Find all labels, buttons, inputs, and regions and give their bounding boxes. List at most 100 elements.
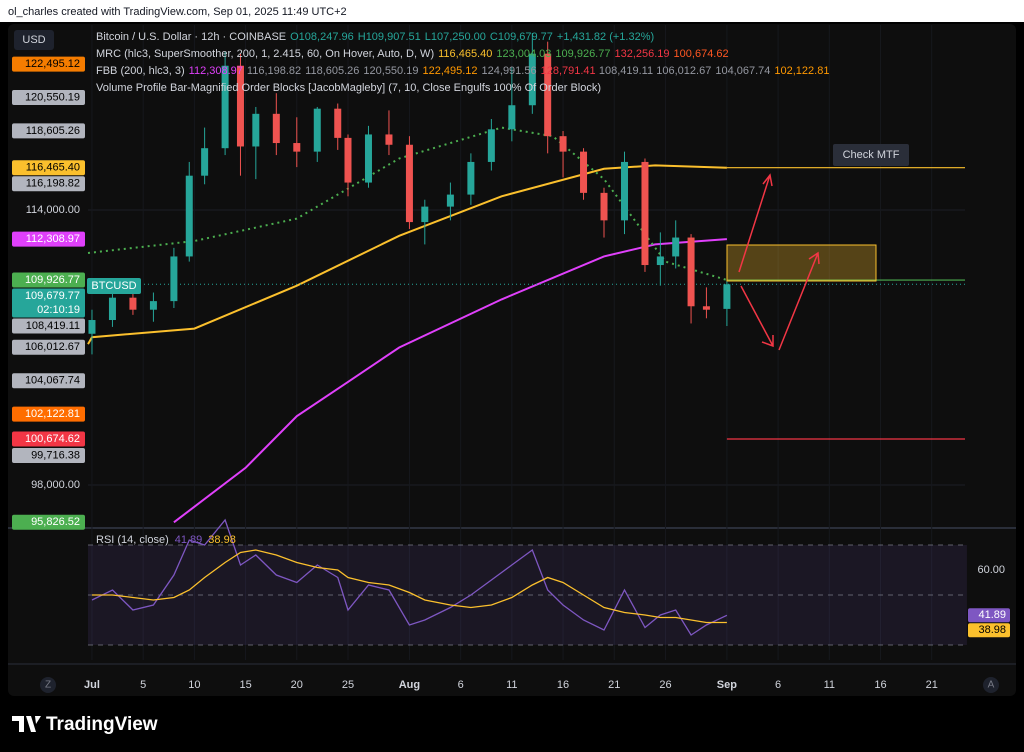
price-tag	[12, 56, 85, 72]
x-tick-label: 10	[188, 679, 200, 691]
candle-body	[672, 237, 680, 257]
rsi-title: RSI (14, close)	[96, 534, 169, 546]
price-tag-label: 109,679.77	[25, 290, 80, 302]
indicator-line	[87, 164, 727, 345]
candle-body	[467, 161, 475, 195]
candle-body	[252, 113, 260, 147]
candle-body	[185, 175, 193, 257]
x-tick-label: Jul	[84, 679, 100, 691]
logo-mark	[12, 716, 41, 732]
x-tick-label: 6	[458, 679, 464, 691]
candle-body	[364, 134, 372, 183]
price-tag	[12, 514, 85, 530]
candle-body	[559, 136, 567, 152]
legend-value: +1,431.82 (+1.32%)	[557, 31, 654, 43]
legend-value: 120,550.19	[363, 65, 418, 77]
rsi-tag	[968, 623, 1010, 638]
currency[interactable]: USD	[22, 34, 45, 46]
price-tag-label: 112,308.97	[26, 233, 80, 245]
price-tags: 122,495.12 120,550.19 118,605.26 116,465.40…	[12, 56, 85, 530]
corner-right[interactable]: A	[988, 680, 995, 691]
rsi-ma-value: 38.98	[208, 534, 236, 546]
price-tag	[12, 272, 85, 288]
candle-body	[421, 206, 429, 223]
candle-body	[221, 65, 229, 149]
countdown: 02:10:19	[37, 304, 80, 316]
x-tick-label: 6	[775, 679, 781, 691]
legend-line: Volume Profile Bar-Magnified Order Block…	[96, 82, 601, 94]
legend-value: 104,067.74	[715, 65, 770, 77]
candle-body	[508, 105, 516, 130]
price-tag-label: 104,067.74	[25, 375, 80, 387]
currency-button[interactable]	[14, 30, 54, 50]
legend-value: 106,012.67	[656, 65, 711, 77]
legend-value: 132,256.19	[614, 48, 669, 60]
corner-left[interactable]: Z	[45, 680, 51, 691]
price-tag	[12, 447, 85, 463]
price-tag-label: 100,674.62	[25, 433, 80, 445]
candle-body	[528, 53, 536, 106]
legend-value: 112,308.97	[189, 65, 243, 77]
header-text: ol_charles created with TradingView.com,…	[8, 6, 347, 18]
x-tick-label: 20	[291, 679, 303, 691]
legend-value: 116,465.40	[438, 48, 492, 60]
legend-text: Volume Profile Bar-Magnified Order Block…	[96, 82, 601, 94]
legend-value: 116,198.82	[247, 65, 301, 77]
rsi-value: 41.89	[175, 534, 203, 546]
legend-text: Bitcoin / U.S. Dollar · 12h · COINBASE	[96, 31, 286, 43]
auto-button[interactable]	[983, 677, 999, 693]
candle-body	[620, 161, 628, 221]
y-tick-label: 98,000.00	[31, 479, 80, 491]
candle-body	[656, 256, 664, 266]
logo: TradingView	[12, 714, 158, 735]
target-box	[726, 244, 877, 282]
legend-value: L107,250.00	[425, 31, 486, 43]
candle-body	[88, 320, 96, 334]
x-tick-label: 21	[608, 679, 620, 691]
rsi-tag-label: 41.89	[978, 609, 1006, 621]
candle-body	[293, 143, 301, 152]
candle-body	[108, 297, 116, 321]
x-tick-label: 11	[506, 679, 517, 691]
x-tick-label: Aug	[399, 679, 420, 691]
legend-line: MRC (hlc3, SuperSmoother, 200, 1, 2.415,…	[96, 48, 729, 60]
candle-body	[201, 148, 209, 176]
legend-value: C109,679.77	[490, 31, 553, 43]
symbol-tag	[87, 278, 141, 294]
x-tick-label: 25	[342, 679, 354, 691]
candle-body	[702, 306, 710, 310]
rsi-line	[91, 518, 728, 636]
legend-line: Bitcoin / U.S. Dollar · 12h · COINBASE O1…	[96, 31, 654, 43]
legend: Bitcoin / U.S. Dollar · 12h · COINBASE O1…	[96, 31, 829, 94]
x-tick-label: 26	[659, 679, 671, 691]
x-tick-label: 15	[239, 679, 251, 691]
candle-body	[236, 65, 244, 147]
price-tag	[12, 288, 85, 318]
candle-body	[487, 129, 495, 162]
price-tag-label: 99,716.38	[31, 449, 80, 461]
price-tag	[12, 160, 85, 176]
candle-body	[313, 108, 321, 152]
zoom-button[interactable]	[40, 677, 56, 693]
rsi-ma-line	[92, 549, 727, 624]
rsi-pane: 60.00 RSI (14, close) 41.89 38.98 41.89 38.98	[88, 518, 1010, 646]
legend-value: 109,926.77	[555, 48, 610, 60]
price-tag-label: 106,012.67	[25, 341, 80, 353]
x-tick-label: 16	[874, 679, 886, 691]
legend-value: 118,605.26	[305, 65, 359, 77]
legend-value: 122,495.12	[422, 65, 477, 77]
price-tag-label: 116,198.82	[26, 178, 80, 190]
symbol: BTCUSD	[91, 280, 136, 292]
candles	[88, 33, 731, 355]
x-tick-label: 5	[140, 679, 146, 691]
indicator-line	[173, 238, 727, 524]
candle-body	[344, 137, 352, 183]
price-tag	[12, 406, 85, 422]
price-tag	[12, 176, 85, 192]
candle-body	[405, 144, 413, 223]
price-tag	[12, 318, 85, 334]
price-tag-label: 108,419.11	[26, 320, 80, 332]
candle-body	[272, 113, 280, 144]
x-tick-label: Sep	[717, 679, 737, 691]
